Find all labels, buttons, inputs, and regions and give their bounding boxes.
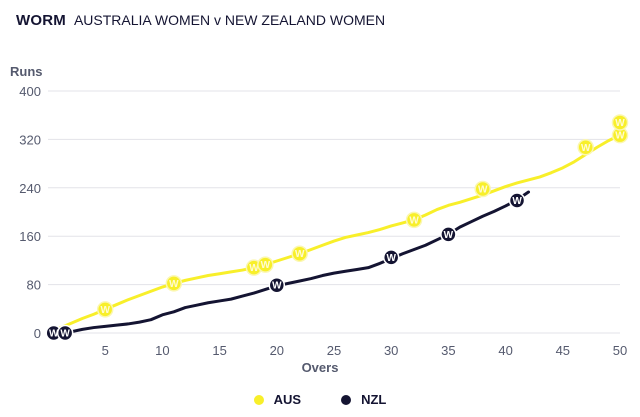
wicket-marker-aus[interactable]: W xyxy=(405,211,423,229)
wicket-marker-aus[interactable]: W xyxy=(611,114,629,131)
wicket-circle xyxy=(268,276,286,294)
wicket-circle xyxy=(440,226,457,243)
x-tick-label: 50 xyxy=(613,343,627,358)
wicket-label: W xyxy=(615,131,625,142)
wicket-marker-nzl[interactable]: W xyxy=(382,249,400,266)
wicket-circle xyxy=(291,245,308,262)
wicket-label: W xyxy=(249,263,259,274)
wicket-label: W xyxy=(386,253,396,264)
wicket-label: W xyxy=(169,279,179,290)
wicket-circle xyxy=(611,114,629,131)
wicket-label: W xyxy=(100,305,110,316)
y-axis-ticks: 0 80 160 240 320 400 xyxy=(19,84,41,341)
x-tick-label: 40 xyxy=(498,343,512,358)
series-line-aus xyxy=(46,133,622,335)
wicket-circle xyxy=(474,180,491,198)
wicket-label: W xyxy=(581,143,591,154)
x-tick-label: 45 xyxy=(556,343,570,358)
wicket-circle xyxy=(96,301,114,318)
legend-label-aus: AUS xyxy=(273,392,302,407)
wicket-marker-aus[interactable]: W xyxy=(577,139,594,156)
chart-title: WORM xyxy=(16,12,66,29)
wicket-label: W xyxy=(261,260,271,271)
wicket-marker-aus[interactable]: W xyxy=(291,245,308,262)
wicket-label: W xyxy=(49,329,59,340)
x-tick-label: 5 xyxy=(102,343,109,358)
wicket-marker-aus[interactable]: W xyxy=(257,256,274,273)
wicket-label: W xyxy=(272,281,282,292)
wicket-circle xyxy=(165,275,183,292)
wicket-circle xyxy=(508,192,526,209)
legend-dot-nzl xyxy=(341,394,352,405)
x-tick-label: 10 xyxy=(155,343,169,358)
wicket-label: W xyxy=(409,215,419,226)
wicket-circle xyxy=(257,256,274,273)
wicket-label: W xyxy=(478,185,488,196)
y-tick-label: 320 xyxy=(19,132,41,147)
wicket-label: W xyxy=(512,196,522,207)
wicket-circle xyxy=(56,324,74,342)
wicket-circle xyxy=(405,211,423,229)
series-lines xyxy=(46,133,622,335)
legend-item-nzl[interactable]: NZL xyxy=(341,392,386,407)
x-tick-label: 25 xyxy=(327,343,341,358)
wicket-label: W xyxy=(615,118,625,129)
chart-header: WORM AUSTRALIA WOMEN v NEW ZEALAND WOMEN xyxy=(16,12,385,36)
y-axis-label: Runs xyxy=(10,64,43,79)
x-axis-label: Overs xyxy=(302,360,339,375)
wicket-marker-nzl[interactable]: W xyxy=(440,226,457,243)
wicket-label: W xyxy=(295,249,305,260)
wicket-marker-aus[interactable]: W xyxy=(165,275,183,292)
wicket-label: W xyxy=(60,329,70,340)
y-tick-label: 160 xyxy=(19,229,41,244)
x-axis-ticks: 5 10 15 20 25 30 35 40 45 50 xyxy=(102,343,628,358)
wicket-circle xyxy=(577,139,594,156)
legend-label-nzl: NZL xyxy=(361,392,387,407)
legend-dot-aus xyxy=(253,394,264,405)
y-tick-label: 0 xyxy=(34,326,41,341)
wicket-marker-aus[interactable]: W xyxy=(96,301,114,318)
wicket-marker-nzl[interactable]: W xyxy=(268,276,286,294)
legend-item-aus[interactable]: AUS xyxy=(253,392,302,407)
y-tick-label: 80 xyxy=(27,278,41,293)
legend: AUS NZL xyxy=(0,392,640,407)
grid-lines xyxy=(48,90,620,334)
wicket-label: W xyxy=(444,230,454,241)
x-tick-label: 30 xyxy=(384,343,398,358)
x-tick-label: 15 xyxy=(212,343,226,358)
y-tick-label: 400 xyxy=(19,84,41,99)
x-tick-label: 35 xyxy=(441,343,455,358)
x-tick-label: 20 xyxy=(270,343,284,358)
series-line-nzl xyxy=(46,190,530,335)
match-title: AUSTRALIA WOMEN v NEW ZEALAND WOMEN xyxy=(73,12,386,28)
wicket-marker-nzl[interactable]: W xyxy=(56,324,74,342)
wicket-circle xyxy=(382,249,400,266)
y-tick-label: 240 xyxy=(19,181,41,196)
wicket-marker-nzl[interactable]: W xyxy=(508,192,526,209)
wicket-marker-aus[interactable]: W xyxy=(474,180,491,198)
